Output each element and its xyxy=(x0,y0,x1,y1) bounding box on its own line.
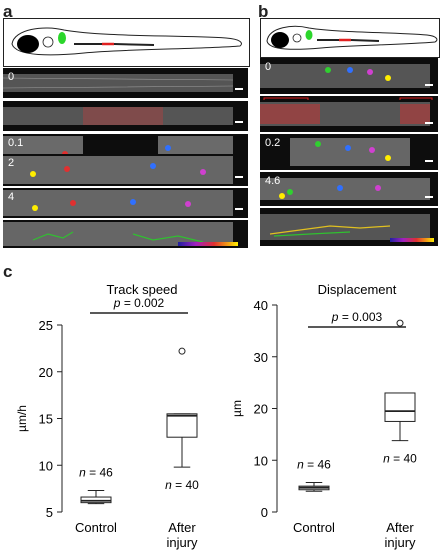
y-tick-label: 10 xyxy=(254,453,268,468)
outlier-point xyxy=(396,319,404,327)
scale-bar xyxy=(425,196,433,198)
scale-bar xyxy=(425,84,433,86)
x-category-label: injury xyxy=(166,535,198,550)
p-value-label: p = 0.003 xyxy=(331,310,383,324)
box-plot-figure: Track speed 5 10 15 20 25 µm/h n = 46 Control n =… xyxy=(15,282,417,550)
fish-schematic-b xyxy=(260,18,440,58)
y-tick-label: 20 xyxy=(39,365,53,380)
micrograph-a-t2: 2 xyxy=(3,154,248,186)
y-tick-label: 10 xyxy=(39,458,53,473)
time-label: 0.2 xyxy=(265,137,281,149)
time-label: 4.6 xyxy=(265,175,281,187)
micrograph-b-t0: 0 xyxy=(260,58,438,94)
chart-title: Displacement xyxy=(318,282,397,297)
scale-bar xyxy=(235,208,243,210)
y-tick-label: 30 xyxy=(254,350,268,365)
box-iqr xyxy=(166,413,198,438)
x-category-label: After xyxy=(168,520,196,535)
y-tick-label: 25 xyxy=(39,318,53,333)
y-axis-label: µm/h xyxy=(15,405,29,432)
time-label: 0 xyxy=(265,61,272,73)
time-label: 2 xyxy=(8,157,15,169)
scale-bar xyxy=(425,160,433,162)
panel-label-b: b xyxy=(258,2,269,21)
time-label: 0.1 xyxy=(8,137,24,149)
outlier-point xyxy=(178,347,186,355)
x-category-label: Control xyxy=(75,520,117,535)
micrograph-a-injury xyxy=(3,101,248,131)
panel-label-a: a xyxy=(3,2,13,21)
box-iqr xyxy=(384,392,416,422)
box-iqr xyxy=(80,496,112,504)
y-tick-label: 40 xyxy=(254,298,268,313)
y-tick-label: 0 xyxy=(261,505,268,520)
y-tick-label: 5 xyxy=(46,505,53,520)
scale-bar xyxy=(235,88,243,90)
chart-title: Track speed xyxy=(106,282,177,297)
micrograph-b-injury xyxy=(260,96,438,132)
micrograph-b-t02: 0.2 xyxy=(260,134,438,170)
scale-bar xyxy=(235,121,243,123)
n-label: n = 40 xyxy=(383,452,417,466)
micrograph-b-t46: 4.6 xyxy=(260,172,438,206)
y-tick-label: 15 xyxy=(39,412,53,427)
x-category-label: After xyxy=(386,520,414,535)
fish-schematic-a xyxy=(3,18,250,67)
n-label: n = 46 xyxy=(297,458,331,472)
micrograph-b-tracks xyxy=(260,208,438,246)
n-label: n = 46 xyxy=(79,465,113,479)
panel-label-c: c xyxy=(3,262,13,281)
p-value-label: p = 0.002 xyxy=(113,296,165,310)
x-category-label: Control xyxy=(293,520,335,535)
n-label: n = 40 xyxy=(165,478,199,492)
y-tick-label: 20 xyxy=(254,402,268,417)
time-label: 0 xyxy=(8,71,15,83)
scale-bar xyxy=(235,176,243,178)
time-label: 4 xyxy=(8,191,15,203)
micrograph-a-tracks xyxy=(3,220,248,248)
x-category-label: injury xyxy=(384,535,416,550)
scale-bar xyxy=(425,122,433,124)
micrograph-a-t4: 4 xyxy=(3,188,248,218)
y-axis-label: µm xyxy=(230,400,244,417)
micrograph-a-t0: 0 xyxy=(3,68,248,98)
